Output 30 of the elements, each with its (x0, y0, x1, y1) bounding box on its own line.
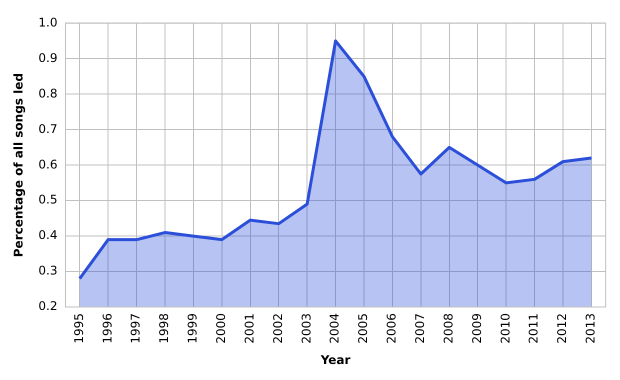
y-tick-label: 0.2 (38, 299, 58, 314)
x-tick-label: 1997 (128, 313, 143, 344)
x-tick-label: 1998 (157, 313, 172, 344)
y-tick-label: 1.0 (38, 15, 58, 30)
x-axis-title: Year (320, 352, 351, 367)
x-tick-label: 2012 (555, 313, 570, 344)
x-tick-label: 1999 (186, 313, 200, 344)
y-axis-title: Percentage of all songs led (11, 73, 26, 258)
y-tick-label: 0.3 (38, 264, 58, 278)
x-tick-label: 2007 (412, 313, 427, 344)
y-tick-label: 0.6 (38, 157, 58, 172)
x-tick-label: 2004 (328, 313, 342, 344)
y-tick-label: 0.4 (38, 228, 58, 242)
y-tick-label: 0.8 (38, 86, 58, 100)
x-tick-label: 2010 (498, 313, 512, 344)
x-tick-label: 2005 (356, 313, 370, 344)
x-tick-label: 2001 (242, 313, 256, 344)
y-tick-label: 0.9 (38, 50, 58, 65)
x-tick-label: 2000 (214, 313, 228, 344)
y-tick-label: 0.5 (38, 192, 58, 207)
x-tick-label: 1996 (100, 313, 114, 344)
x-tick-label: 2008 (441, 313, 456, 344)
x-tick-label: 2013 (584, 313, 598, 344)
x-tick-label: 2011 (526, 313, 541, 344)
y-tick-label: 0.7 (38, 122, 58, 136)
x-tick-label: 2002 (270, 313, 285, 344)
x-tick-label: 2003 (299, 313, 314, 344)
x-tick-label: 2006 (384, 313, 399, 344)
x-tick-label: 1995 (72, 313, 86, 344)
x-tick-label: 2009 (470, 313, 484, 344)
